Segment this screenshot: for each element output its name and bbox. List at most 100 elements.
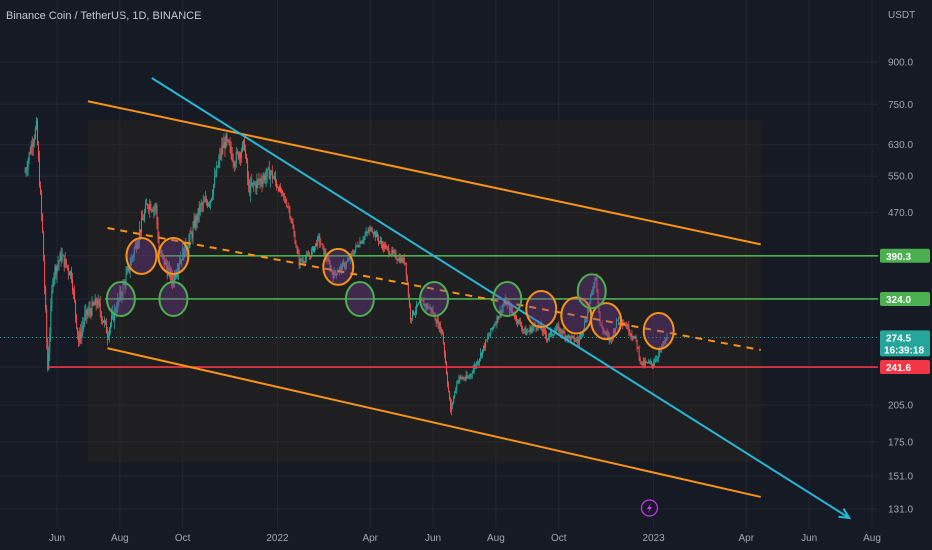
candle-body [109, 328, 111, 336]
candle-body [404, 262, 406, 264]
candle-body [126, 269, 128, 275]
candle-body [467, 377, 469, 379]
candle-body [588, 308, 590, 312]
candle-body [25, 170, 27, 173]
time-tick-label: Jun [801, 533, 817, 544]
candle-body [657, 357, 659, 359]
candle-body [321, 244, 323, 245]
candle-body [513, 315, 515, 318]
time-tick-label: Aug [111, 533, 129, 544]
candle-body [352, 253, 354, 255]
candle-body [128, 266, 130, 271]
candle-body [578, 337, 580, 343]
candle-body [367, 231, 369, 233]
candle-body [353, 253, 355, 255]
candle-body [28, 152, 30, 160]
candle-body [647, 361, 649, 364]
candle-body [323, 245, 325, 255]
candle-body [593, 286, 595, 291]
price-axis[interactable]: USDT 900.0 750.0 630.0 550.0 470.0 205.0 175.0 1… [888, 10, 915, 516]
candle-body [439, 323, 441, 333]
candle-body [313, 247, 315, 252]
candle-body [315, 243, 317, 247]
candle-body [267, 167, 269, 170]
candle-body [304, 258, 306, 263]
candle-body [457, 380, 459, 383]
candle-body [503, 303, 505, 307]
candle-body [380, 240, 382, 242]
candle-body [358, 246, 360, 248]
candle-body [430, 307, 432, 311]
candle-body [59, 253, 61, 261]
candle-body [201, 204, 203, 206]
candle-body [563, 330, 565, 333]
candle-body [417, 304, 419, 306]
candle-body [212, 194, 214, 198]
candle-body [506, 303, 508, 306]
candle-body [144, 212, 146, 220]
candle-body [614, 327, 616, 333]
candle-body [220, 153, 222, 155]
price-tag-241.6: 241.6 [880, 360, 930, 375]
candle-body [617, 319, 619, 321]
time-tick-label: 2023 [642, 533, 665, 544]
candle-body [466, 375, 468, 378]
candle-body [448, 384, 450, 392]
candle-body [276, 187, 278, 189]
candle-body [155, 205, 157, 208]
candle-body [314, 246, 316, 252]
candle-body [449, 391, 451, 399]
candle-body [77, 327, 79, 335]
candle-body [122, 284, 124, 296]
candle-body [476, 362, 478, 364]
candle-body [474, 365, 476, 367]
candle-body [543, 328, 545, 331]
candle-body [60, 253, 62, 261]
candle-body [119, 290, 121, 299]
candle-body [157, 222, 159, 240]
candle-body [154, 207, 156, 209]
candle-body [553, 335, 555, 336]
orange-touch-circle [642, 311, 675, 350]
candle-body [636, 339, 638, 349]
candle-body [70, 271, 72, 280]
candle-body [181, 259, 183, 261]
candle-body [279, 186, 281, 192]
last-price-tag-countdown: 16:39:18 [884, 345, 924, 356]
price-tick-label: 900.0 [888, 58, 913, 69]
candle-body [423, 301, 425, 306]
time-axis[interactable]: Jun Aug Oct 2022 Apr Jun Aug Oct 2023 Apr Jun Aug [49, 533, 881, 544]
candle-body [615, 319, 617, 328]
candle-body [463, 378, 465, 380]
candle-body [654, 362, 656, 364]
candle-body [257, 179, 259, 181]
candle-body [234, 163, 236, 167]
candle-body [481, 353, 483, 356]
time-tick-label: Oct [175, 533, 191, 544]
candle-body [125, 274, 127, 286]
candle-body [527, 331, 529, 333]
candle-body [590, 294, 592, 302]
candle-body [289, 207, 291, 217]
candle-body [607, 334, 609, 336]
orange-touch-circle [322, 247, 355, 286]
candle-body [341, 263, 343, 271]
candle-body [216, 165, 218, 176]
event-markers[interactable] [640, 499, 659, 517]
candle-body [408, 296, 410, 305]
candle-body [396, 258, 398, 260]
candle-body [305, 254, 307, 259]
candle-body [351, 253, 353, 254]
candle-body [594, 278, 596, 287]
candle-body [295, 243, 297, 248]
candle-body [263, 175, 265, 180]
price-tick-label: 750.0 [888, 100, 913, 111]
candle-body [659, 349, 661, 354]
candle-body [556, 326, 558, 331]
candle-body [228, 140, 230, 145]
candle-body [111, 316, 113, 325]
candle-body [48, 353, 50, 370]
candle-body [134, 243, 136, 249]
time-tick-label: 2022 [266, 533, 289, 544]
